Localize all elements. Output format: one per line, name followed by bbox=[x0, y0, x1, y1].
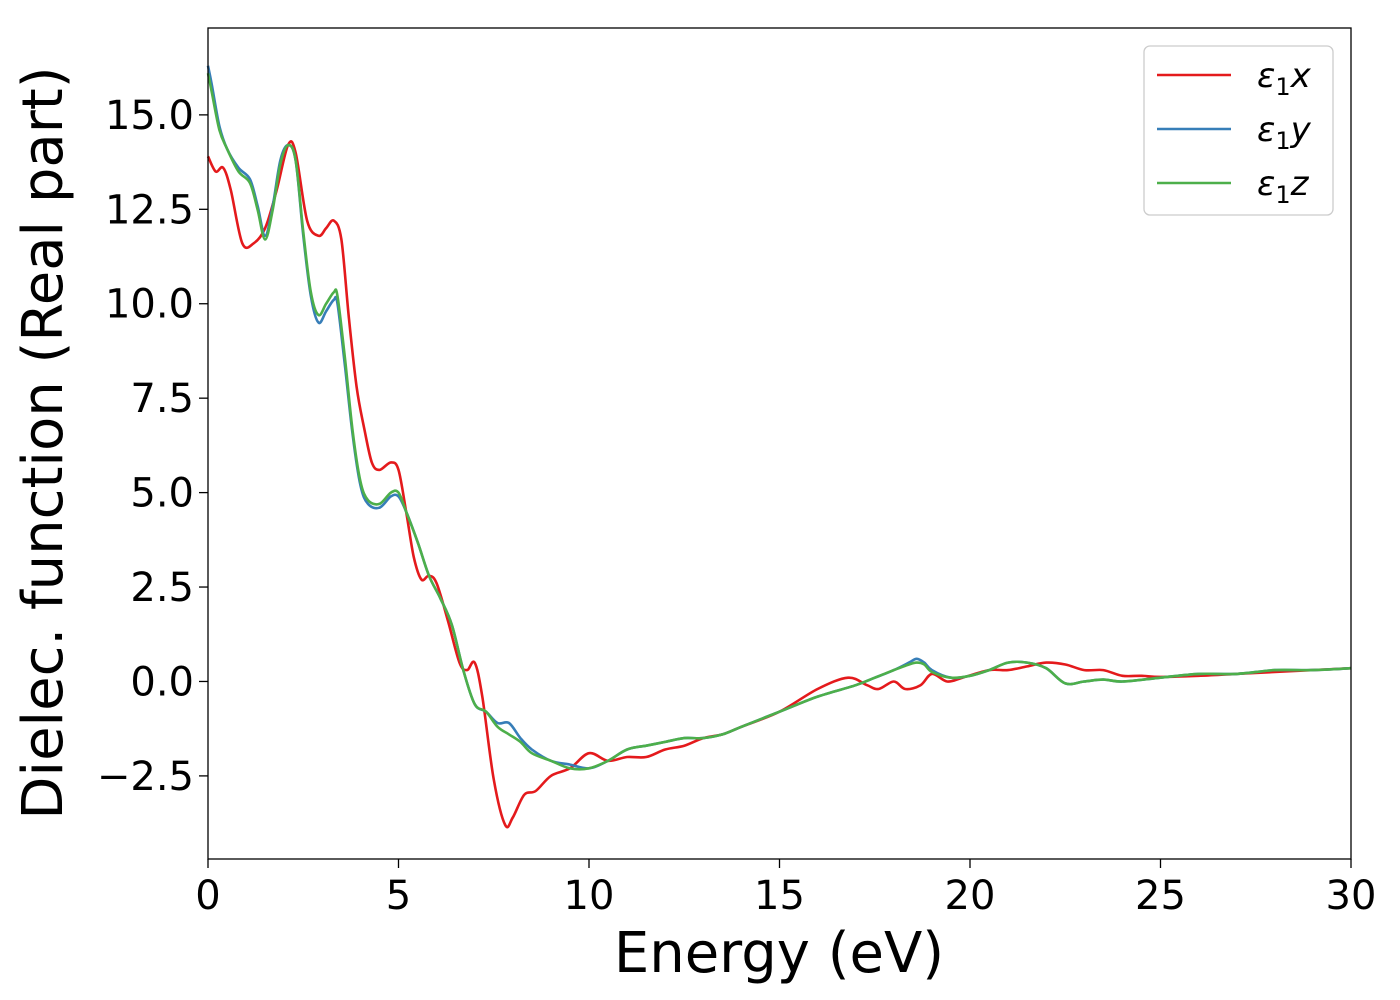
y-tick-label: 5.0 bbox=[130, 471, 194, 517]
plot-lines bbox=[206, 65, 1352, 829]
y-tick-label: 12.5 bbox=[105, 187, 194, 233]
legend-label-subscript: 1 bbox=[1275, 127, 1290, 155]
legend-label-y: ε1y bbox=[1257, 110, 1312, 155]
y-tick-label: −2.5 bbox=[97, 754, 194, 800]
legend-label-var: x bbox=[1290, 56, 1312, 96]
x-tick-label: 20 bbox=[945, 873, 996, 919]
y-tick-label: 0.0 bbox=[130, 659, 194, 705]
legend-label-x: ε1x bbox=[1257, 56, 1312, 101]
y-tick-label: 10.0 bbox=[105, 282, 194, 328]
legend-label-var: z bbox=[1290, 164, 1310, 204]
legend-label-subscript: 1 bbox=[1275, 181, 1290, 209]
legend-label-base: ε bbox=[1257, 56, 1275, 96]
legend-label-z: ε1z bbox=[1257, 164, 1310, 209]
legend-box bbox=[1143, 45, 1334, 216]
x-tick-label: 25 bbox=[1135, 873, 1186, 919]
legend-label-var: y bbox=[1290, 110, 1312, 150]
y-tick-label: 7.5 bbox=[130, 376, 194, 422]
x-tick-label: 5 bbox=[386, 873, 411, 919]
x-tick-label: 15 bbox=[754, 873, 805, 919]
x-tick-label: 10 bbox=[564, 873, 615, 919]
series-line-z bbox=[206, 73, 1352, 771]
legend-label-base: ε bbox=[1257, 110, 1275, 150]
x-axis-label: Energy (eV) bbox=[614, 921, 944, 986]
series-line-x bbox=[206, 140, 1352, 829]
legend-label-subscript: 1 bbox=[1275, 73, 1290, 101]
y-tick-label: 15.0 bbox=[105, 93, 194, 139]
y-axis-label: Dielec. function (Real part) bbox=[11, 66, 76, 819]
y-tick-label: 2.5 bbox=[130, 565, 194, 611]
x-tick-label: 0 bbox=[195, 873, 220, 919]
y-axis: −2.5 0.0 2.5 5.0 7.5 10.0 12.5 15.0 bbox=[97, 93, 208, 800]
legend-label-base: ε bbox=[1257, 164, 1275, 204]
x-tick-label: 30 bbox=[1326, 873, 1377, 919]
x-axis: 0 5 10 15 20 25 30 bbox=[195, 859, 1376, 919]
